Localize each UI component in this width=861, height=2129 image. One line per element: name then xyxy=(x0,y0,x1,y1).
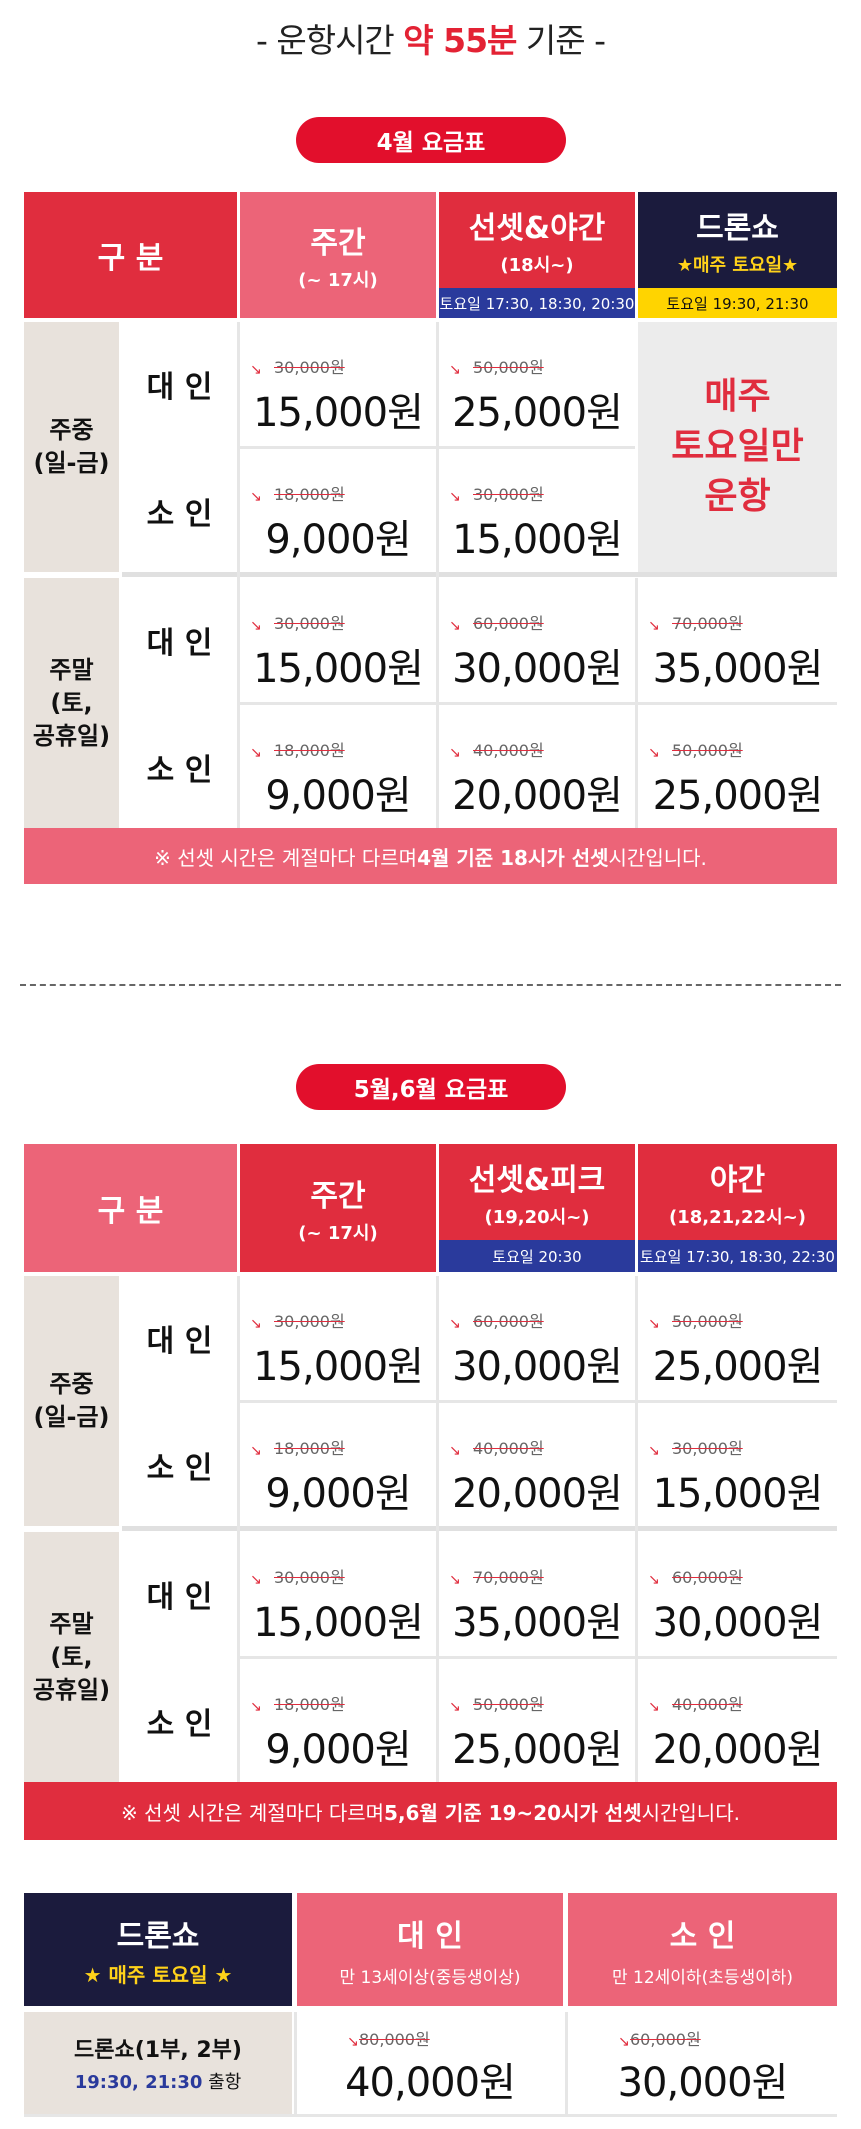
drone-adult-price: ↘ 80,000원 40,000원 xyxy=(297,2012,563,2114)
drone-child-price: ↘ 60,000원 30,000원 xyxy=(568,2012,837,2114)
grid-line xyxy=(635,1276,638,1782)
april-adult-label: 대 인 xyxy=(122,578,237,702)
drone-title: 드론쇼 xyxy=(116,1919,200,1954)
april-weekend-adult-sunset-price: ↘ 60,000원 30,000원 xyxy=(439,578,635,702)
mayjune-weekend-child-night-price: ↘ 40,000원 20,000원 xyxy=(638,1659,837,1782)
april-sunset-saturday-times: 토요일 17:30, 18:30, 20:30 xyxy=(439,288,635,318)
mayjune-day-sub: (~ 17시) xyxy=(298,1223,378,1244)
grid-line xyxy=(237,1276,240,1782)
april-drone-saturday-only: 매주 토요일만 운항 xyxy=(638,322,837,572)
drone-adult-header: 대 인 만 13세이상(중등생이상) xyxy=(297,1893,563,2006)
april-weekend-adult-drone-price: ↘ 70,000원 35,000원 xyxy=(638,578,837,702)
drone-child-sub: 만 12세이하(초등생이하) xyxy=(611,1968,794,1988)
april-weekday-child-sunset-price: ↘ 30,000원 15,000원 xyxy=(439,449,635,572)
april-weekday-child-day-price: ↘ 18,000원 9,000원 xyxy=(240,449,436,572)
mayjune-weekend-adult-sunset-price: ↘ 70,000원 35,000원 xyxy=(439,1532,635,1656)
april-sunset-header: 선셋&야간 (18시~) xyxy=(439,192,635,288)
april-sunset-title: 선셋&야간 xyxy=(468,211,606,246)
april-day-title: 주간 xyxy=(310,226,366,261)
mayjune-weekday-adult-day-price: ↘ 30,000원 15,000원 xyxy=(240,1276,436,1400)
april-weekend-child-drone-price: ↘ 50,000원 25,000원 xyxy=(638,705,837,828)
grid-line xyxy=(240,702,837,705)
mayjune-weekend-child-sunset-price: ↘ 50,000원 25,000원 xyxy=(439,1659,635,1782)
mayjune-weekday-child-night-price: ↘ 30,000원 15,000원 xyxy=(638,1403,837,1526)
mayjune-child-label: 소 인 xyxy=(122,1659,237,1782)
grid-line xyxy=(436,322,439,828)
drone-child-header: 소 인 만 12세이하(초등생이하) xyxy=(568,1893,837,2006)
drone-sub: ★ 매주 토요일 ★ xyxy=(83,1963,233,1987)
mayjune-sunset-sub: (19,20시~) xyxy=(484,1207,590,1228)
grid-line xyxy=(24,2114,837,2117)
april-adult-label: 대 인 xyxy=(122,322,237,446)
april-weekend-adult-day-price: ↘ 30,000원 15,000원 xyxy=(240,578,436,702)
april-drone-header: 드론쇼 ★매주 토요일★ xyxy=(638,192,837,288)
april-table-title: 4월 요금표 xyxy=(296,117,566,163)
april-child-label: 소 인 xyxy=(122,705,237,828)
drone-adult-title: 대 인 xyxy=(397,1919,463,1954)
april-drone-sub: ★매주 토요일★ xyxy=(676,255,799,276)
mayjune-gubun-header: 구 분 xyxy=(24,1144,237,1272)
grid-line xyxy=(565,2012,568,2114)
april-sunset-note: ※ 선셋 시간은 계절마다 다르며 4월 기준 18시가 선셋 시간입니다. xyxy=(24,828,837,884)
mayjune-weekday-label: 주중 (일-금) xyxy=(24,1276,119,1526)
mayjune-sunset-saturday-times: 토요일 20:30 xyxy=(439,1240,635,1272)
april-weekday-label: 주중 (일-금) xyxy=(24,322,119,572)
april-drone-saturday-times: 토요일 19:30, 21:30 xyxy=(638,288,837,318)
mayjune-sunset-title: 선셋&피크 xyxy=(468,1163,606,1198)
mayjune-weekday-child-sunset-price: ↘ 40,000원 20,000원 xyxy=(439,1403,635,1526)
april-weekend-child-day-price: ↘ 18,000원 9,000원 xyxy=(240,705,436,828)
mayjune-weekday-adult-sunset-price: ↘ 60,000원 30,000원 xyxy=(439,1276,635,1400)
mayjune-sunset-note: ※ 선셋 시간은 계절마다 다르며 5,6월 기준 19~20시가 선셋 시간입니… xyxy=(24,1782,837,1840)
grid-line xyxy=(240,1656,837,1659)
drone-child-title: 소 인 xyxy=(669,1919,736,1954)
mayjune-night-title: 야간 xyxy=(709,1163,766,1198)
drone-row-label: 드론쇼(1부, 2부) 19:30, 21:30 출항 xyxy=(24,2012,292,2114)
april-child-label: 소 인 xyxy=(122,449,237,572)
drone-row-time: 19:30, 21:30 출항 xyxy=(74,2072,242,2093)
mayjune-weekend-child-day-price: ↘ 18,000원 9,000원 xyxy=(240,1659,436,1782)
drone-row-title: 드론쇼(1부, 2부) xyxy=(74,2038,242,2063)
april-weekend-label: 주말 (토, 공휴일) xyxy=(24,578,119,828)
grid-line xyxy=(294,2012,297,2114)
mayjune-divider xyxy=(122,1526,837,1531)
grid-line xyxy=(240,446,635,449)
drone-adult-sub: 만 13세이상(중등생이상) xyxy=(339,1968,521,1988)
drone-header: 드론쇼 ★ 매주 토요일 ★ xyxy=(24,1893,292,2006)
grid-line xyxy=(436,1276,439,1782)
april-sunset-sub: (18시~) xyxy=(500,255,574,276)
april-day-header: 주간 (~ 17시) xyxy=(240,192,436,318)
operation-time-title: - 운항시간 약 55분 기준 - xyxy=(255,21,606,60)
april-drone-title: 드론쇼 xyxy=(696,211,779,246)
mayjune-table-title: 5월,6월 요금표 xyxy=(296,1064,566,1110)
april-weekend-child-sunset-price: ↘ 40,000원 20,000원 xyxy=(439,705,635,828)
mayjune-sunset-header: 선셋&피크 (19,20시~) xyxy=(439,1144,635,1240)
mayjune-adult-label: 대 인 xyxy=(122,1276,237,1400)
april-weekday-adult-day-price: ↘ 30,000원 15,000원 xyxy=(240,322,436,446)
april-day-sub: (~ 17시) xyxy=(298,270,378,291)
april-weekday-adult-sunset-price: ↘ 50,000원 25,000원 xyxy=(439,322,635,446)
mayjune-weekend-label: 주말 (토, 공휴일) xyxy=(24,1532,119,1782)
mayjune-weekend-adult-night-price: ↘ 60,000원 30,000원 xyxy=(638,1532,837,1656)
mayjune-night-header: 야간 (18,21,22시~) xyxy=(638,1144,837,1240)
grid-line xyxy=(237,322,240,828)
mayjune-weekend-adult-day-price: ↘ 30,000원 15,000원 xyxy=(240,1532,436,1656)
april-gubun-header: 구 분 xyxy=(24,192,237,318)
mayjune-weekday-child-day-price: ↘ 18,000원 9,000원 xyxy=(240,1403,436,1526)
mayjune-day-title: 주간 xyxy=(310,1179,366,1214)
mayjune-night-saturday-times: 토요일 17:30, 18:30, 22:30 xyxy=(638,1240,837,1272)
april-divider xyxy=(122,572,837,577)
mayjune-weekday-adult-night-price: ↘ 50,000원 25,000원 xyxy=(638,1276,837,1400)
mayjune-day-header: 주간 (~ 17시) xyxy=(240,1144,436,1272)
mayjune-adult-label: 대 인 xyxy=(122,1532,237,1656)
mayjune-night-sub: (18,21,22시~) xyxy=(669,1207,806,1228)
section-divider xyxy=(20,984,841,986)
mayjune-child-label: 소 인 xyxy=(122,1403,237,1526)
grid-line xyxy=(240,1400,837,1403)
